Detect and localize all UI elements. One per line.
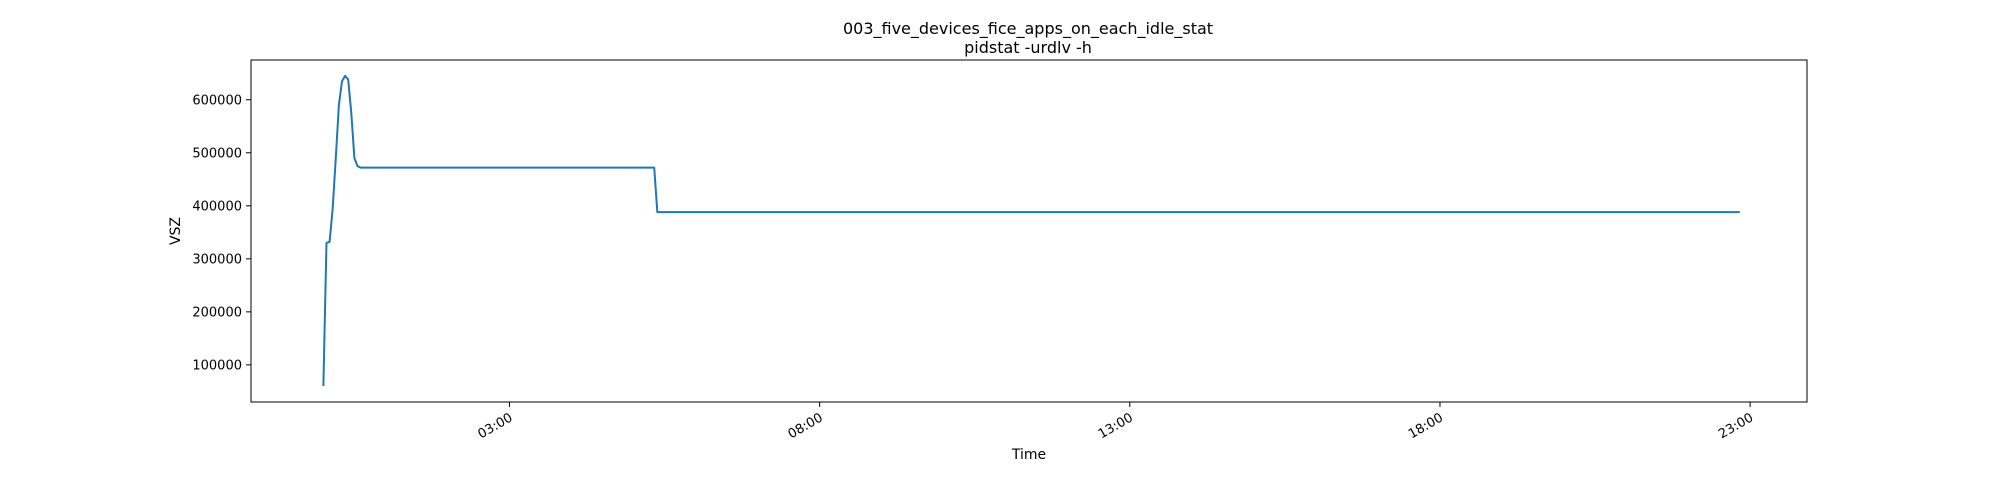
y-axis: 100000 200000 300000 400000 500000 600000: [192, 93, 251, 373]
y-tick-label: 100000: [192, 358, 242, 373]
y-tick-label: 500000: [192, 146, 242, 161]
chart-title: 003_five_devices_fice_apps_on_each_idle_…: [843, 19, 1213, 39]
plot-area-frame: [250, 59, 1808, 403]
chart-subtitle: pidstat -urdlv -h: [964, 38, 1092, 57]
series-line-vsz: [322, 74, 1740, 387]
y-tick-label: 600000: [192, 93, 242, 108]
x-tick-label: 08:00: [786, 410, 826, 442]
x-axis: 03:00 08:00 13:00 18:00 23:00: [476, 402, 1756, 442]
x-tick-label: 13:00: [1096, 410, 1136, 442]
x-tick-label: 23:00: [1716, 410, 1756, 442]
y-tick-label: 400000: [192, 199, 242, 214]
x-tick-label: 18:00: [1406, 410, 1446, 442]
y-axis-label: VSZ: [168, 217, 184, 245]
y-tick-label: 300000: [192, 252, 242, 267]
x-axis-label: Time: [1011, 447, 1046, 463]
x-tick-label: 03:00: [476, 410, 516, 442]
y-tick-label: 200000: [192, 305, 242, 320]
